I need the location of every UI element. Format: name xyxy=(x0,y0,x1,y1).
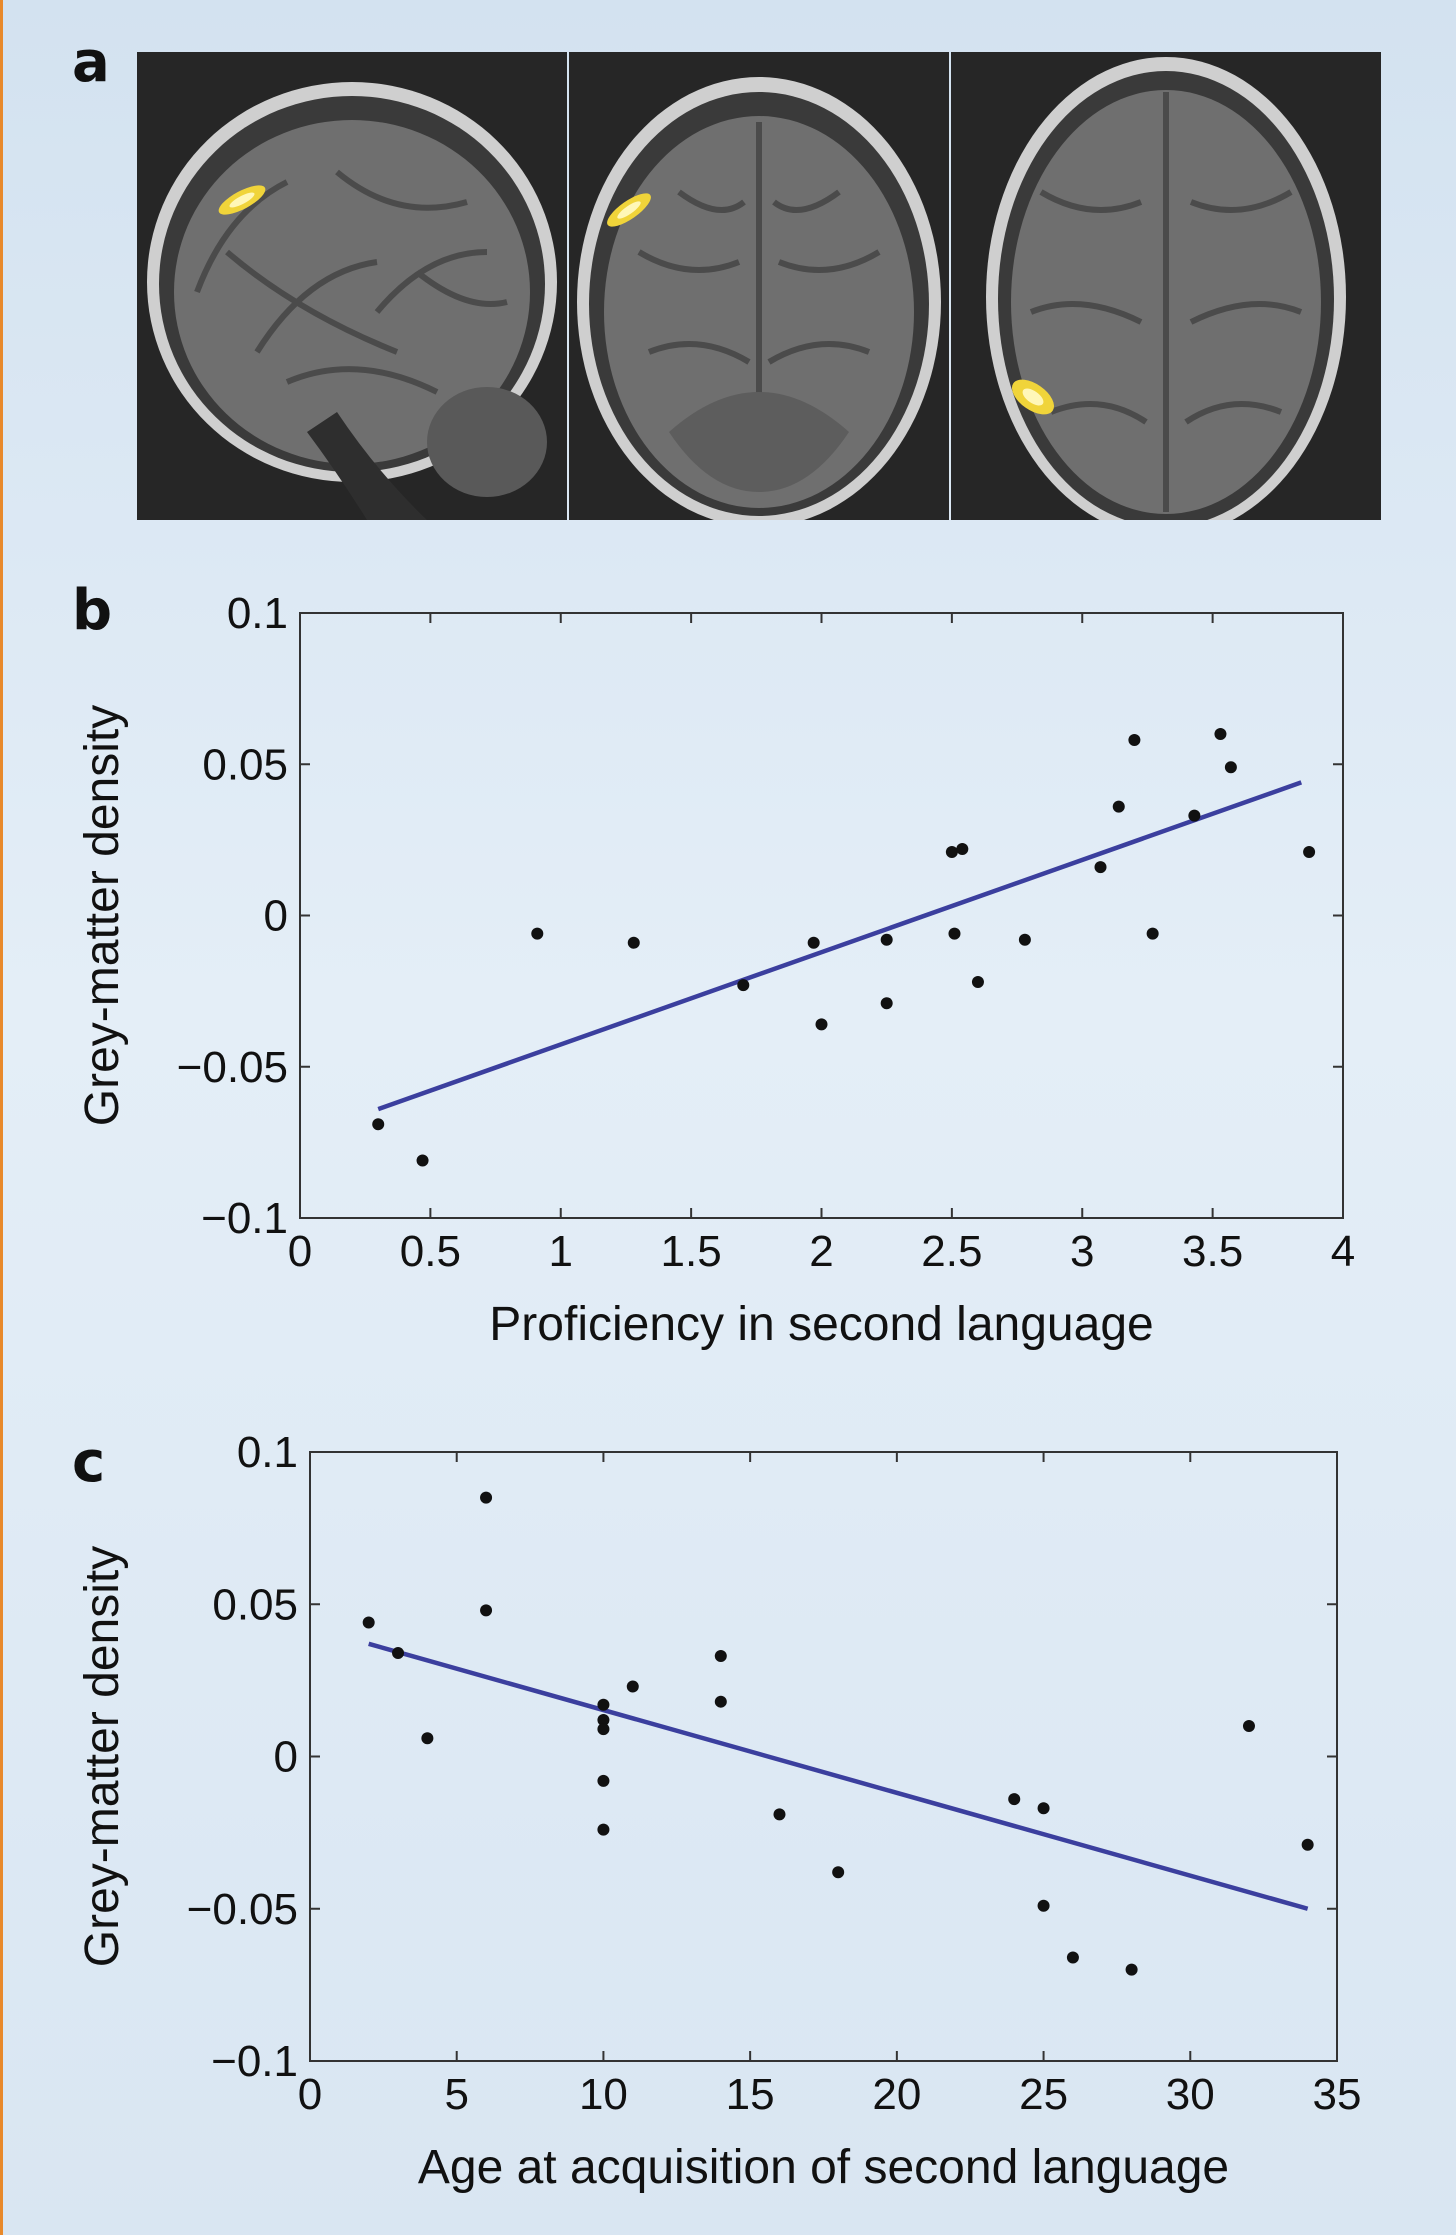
x-tick-label-c: 25 xyxy=(1019,2070,1068,2119)
data-point-b xyxy=(880,997,893,1010)
data-point-b xyxy=(1146,927,1159,940)
data-point-b xyxy=(807,936,820,949)
data-point-c xyxy=(597,1713,610,1726)
data-point-b xyxy=(948,927,961,940)
data-point-b xyxy=(1128,734,1141,747)
data-point-b xyxy=(815,1018,828,1031)
data-point-c xyxy=(1008,1793,1021,1806)
data-point-c xyxy=(1125,1963,1138,1976)
y-tick-label-c: 0.05 xyxy=(212,1580,298,1629)
data-point-c xyxy=(1037,1899,1050,1912)
left-edge-stripe xyxy=(0,0,3,2235)
x-tick-label-b: 1.5 xyxy=(661,1227,722,1276)
plot-frame-c xyxy=(309,1451,1338,2062)
data-point-c xyxy=(480,1604,493,1617)
data-point-b xyxy=(372,1118,385,1131)
x-tick-label-c: 20 xyxy=(872,2070,921,2119)
plot-frame-b xyxy=(299,612,1344,1219)
x-tick-label-b: 0 xyxy=(288,1227,312,1276)
data-point-c xyxy=(597,1774,610,1787)
regression-line-c xyxy=(368,1641,1309,1911)
brain-coronal-image xyxy=(569,52,949,520)
x-tick-label-b: 4 xyxy=(1331,1227,1355,1276)
data-point-b xyxy=(956,842,969,855)
y-axis-label-b: Grey-matter density xyxy=(76,705,129,1126)
x-tick-label-c: 15 xyxy=(726,2070,775,2119)
x-tick-label-b: 3.5 xyxy=(1182,1227,1243,1276)
data-point-c xyxy=(773,1808,786,1821)
y-tick-label-b: 0 xyxy=(264,892,288,941)
data-point-c xyxy=(480,1491,493,1504)
data-point-b xyxy=(1303,845,1316,858)
data-point-c xyxy=(1242,1720,1255,1733)
data-point-b xyxy=(945,845,958,858)
data-point-b xyxy=(880,933,893,946)
regression-line-b xyxy=(377,780,1303,1112)
data-point-b xyxy=(1018,933,1031,946)
x-tick-label-b: 0.5 xyxy=(400,1227,461,1276)
data-point-b xyxy=(1224,761,1237,774)
data-point-b xyxy=(627,936,640,949)
data-point-b xyxy=(1112,800,1125,813)
y-tick-label-c: 0.1 xyxy=(237,1428,298,1477)
data-point-c xyxy=(597,1823,610,1836)
x-tick-label-b: 2 xyxy=(809,1227,833,1276)
x-tick-label-b: 2.5 xyxy=(921,1227,982,1276)
data-point-c xyxy=(392,1646,405,1659)
x-tick-label-c: 0 xyxy=(298,2070,322,2119)
panel-label-a: a xyxy=(72,30,110,95)
data-point-c xyxy=(1301,1838,1314,1851)
data-point-c xyxy=(1066,1951,1079,1964)
data-point-b xyxy=(1094,861,1107,874)
brain-axial-image xyxy=(951,52,1381,520)
y-tick-label-b: 0.05 xyxy=(202,740,288,789)
y-tick-label-c: 0 xyxy=(274,1733,298,1782)
y-tick-label-b: −0.1 xyxy=(201,1194,288,1243)
data-point-c xyxy=(714,1650,727,1663)
data-point-c xyxy=(1037,1802,1050,1815)
y-tick-label-c: −0.1 xyxy=(211,2037,298,2086)
data-point-b xyxy=(531,927,544,940)
x-tick-label-c: 10 xyxy=(579,2070,628,2119)
data-point-b xyxy=(971,976,984,989)
data-point-b xyxy=(416,1154,429,1167)
x-tick-label-b: 1 xyxy=(549,1227,573,1276)
data-point-c xyxy=(832,1866,845,1879)
brain-sagittal-image xyxy=(137,52,567,520)
data-point-b xyxy=(1214,728,1227,740)
x-tick-label-c: 5 xyxy=(444,2070,468,2119)
data-point-b xyxy=(737,979,750,992)
x-tick-label-c: 30 xyxy=(1166,2070,1215,2119)
y-tick-label-c: −0.05 xyxy=(187,1885,298,1934)
data-point-c xyxy=(597,1698,610,1711)
data-point-c xyxy=(626,1680,639,1693)
data-point-c xyxy=(597,1723,610,1736)
y-tick-label-b: 0.1 xyxy=(227,589,288,638)
y-tick-label-b: −0.05 xyxy=(177,1043,288,1092)
data-point-c xyxy=(362,1616,375,1629)
data-point-c xyxy=(714,1695,727,1708)
x-axis-label-b: Proficiency in second language xyxy=(489,1298,1153,1351)
data-point-c xyxy=(421,1732,434,1745)
data-point-b xyxy=(1188,809,1201,822)
brain-images-row xyxy=(137,52,1381,520)
y-axis-label-c: Grey-matter density xyxy=(76,1546,129,1967)
panel-label-b: b xyxy=(72,578,113,643)
panel-label-c: c xyxy=(72,1430,106,1495)
x-tick-label-c: 35 xyxy=(1313,2070,1362,2119)
x-tick-label-b: 3 xyxy=(1070,1227,1094,1276)
x-axis-label-c: Age at acquisition of second language xyxy=(418,2141,1229,2194)
